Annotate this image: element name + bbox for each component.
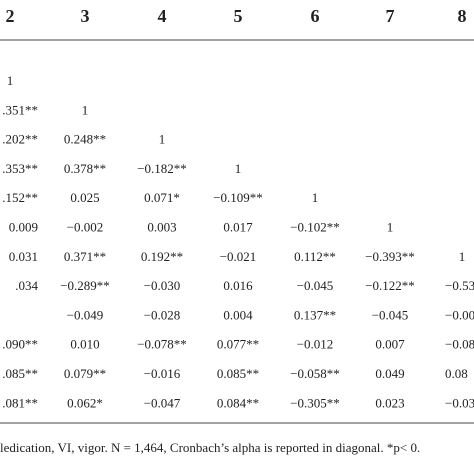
table-cell: 0.023 [375, 395, 404, 410]
table-cell: .202** [2, 132, 38, 147]
table-cell: 0.084** [217, 395, 259, 410]
table-cell: 0.371** [64, 249, 106, 264]
table-cell: 0.025 [70, 190, 99, 205]
table-cell: 0.009 [9, 220, 38, 235]
table-cell: .353** [2, 161, 38, 176]
table-cell: −0.028 [144, 307, 181, 322]
table-cell: −0.047 [144, 395, 181, 410]
table-cell: 0.017 [223, 220, 253, 235]
table-cell: −0.030 [144, 278, 181, 293]
table-cell: 0.071* [144, 190, 180, 205]
column-header: 4 [158, 6, 167, 26]
table-cell: −0.08 [445, 337, 474, 352]
column-header: 2 [6, 6, 15, 26]
table-cell: −0.078** [137, 337, 187, 352]
table-cell: −0.305** [290, 395, 340, 410]
column-header: 5 [234, 6, 243, 26]
table-cell: −0.058** [290, 366, 340, 381]
table-cell: 0.077** [217, 337, 259, 352]
table-cell: −0.00 [445, 307, 474, 322]
column-header: 7 [386, 6, 395, 26]
column-header: 3 [81, 6, 90, 26]
table-cell: 1 [7, 73, 14, 88]
table-cell: 0.049 [375, 366, 404, 381]
table-cell: −0.182** [137, 161, 187, 176]
table-cell: −0.045 [372, 307, 409, 322]
table-cell: 0.003 [147, 220, 176, 235]
table-cell: 0.007 [375, 337, 405, 352]
table-cell: 0.085** [217, 366, 259, 381]
table-cell: −0.109** [213, 190, 263, 205]
table-cell: −0.122** [365, 278, 415, 293]
table-cell: 0.062* [67, 395, 103, 410]
table-cell: .034 [15, 278, 38, 293]
table-cell: 0.08 [445, 366, 468, 381]
table-cell: .152** [2, 190, 38, 205]
table-cell: −0.049 [67, 307, 104, 322]
table-cell: −0.016 [144, 366, 181, 381]
table-cell: 0.192** [141, 249, 183, 264]
table-cell: 1 [387, 220, 394, 235]
table-cell: 0.248** [64, 132, 106, 147]
footnote: ledication, VI, vigor. N = 1,464, Cronba… [0, 440, 420, 455]
table-cell: −0.289** [60, 278, 110, 293]
column-header: 6 [311, 6, 320, 26]
table-cell: 0.378** [64, 161, 106, 176]
table-cell: 0.004 [223, 307, 253, 322]
table-cell: 1 [235, 161, 242, 176]
table-cell: −0.102** [290, 220, 340, 235]
table-cell: 1 [82, 102, 89, 117]
table-cell: −0.012 [297, 337, 334, 352]
table-cell: .085** [2, 366, 38, 381]
table-cell: 0.079** [64, 366, 106, 381]
table-cell: 1 [312, 190, 319, 205]
table-cell: −0.021 [220, 249, 257, 264]
table-cell: −0.002 [67, 220, 104, 235]
table-cell: 0.112** [294, 249, 336, 264]
table-cell: 0.137** [294, 307, 336, 322]
table-cell: −0.393** [365, 249, 415, 264]
table-cell: 0.031 [9, 249, 38, 264]
table-cell: 0.010 [70, 337, 99, 352]
table-cell: .081** [2, 395, 38, 410]
table-cell: 1 [459, 249, 466, 264]
table-cell: .351** [2, 102, 38, 117]
table-cell: .090** [2, 337, 38, 352]
table-cell: −0.03 [445, 395, 474, 410]
table-cell: −0.045 [297, 278, 334, 293]
table-cell: −0.539 [445, 278, 474, 293]
table-cell: 1 [159, 132, 166, 147]
column-header: 8 [458, 6, 467, 26]
table-cell: 0.016 [223, 278, 253, 293]
